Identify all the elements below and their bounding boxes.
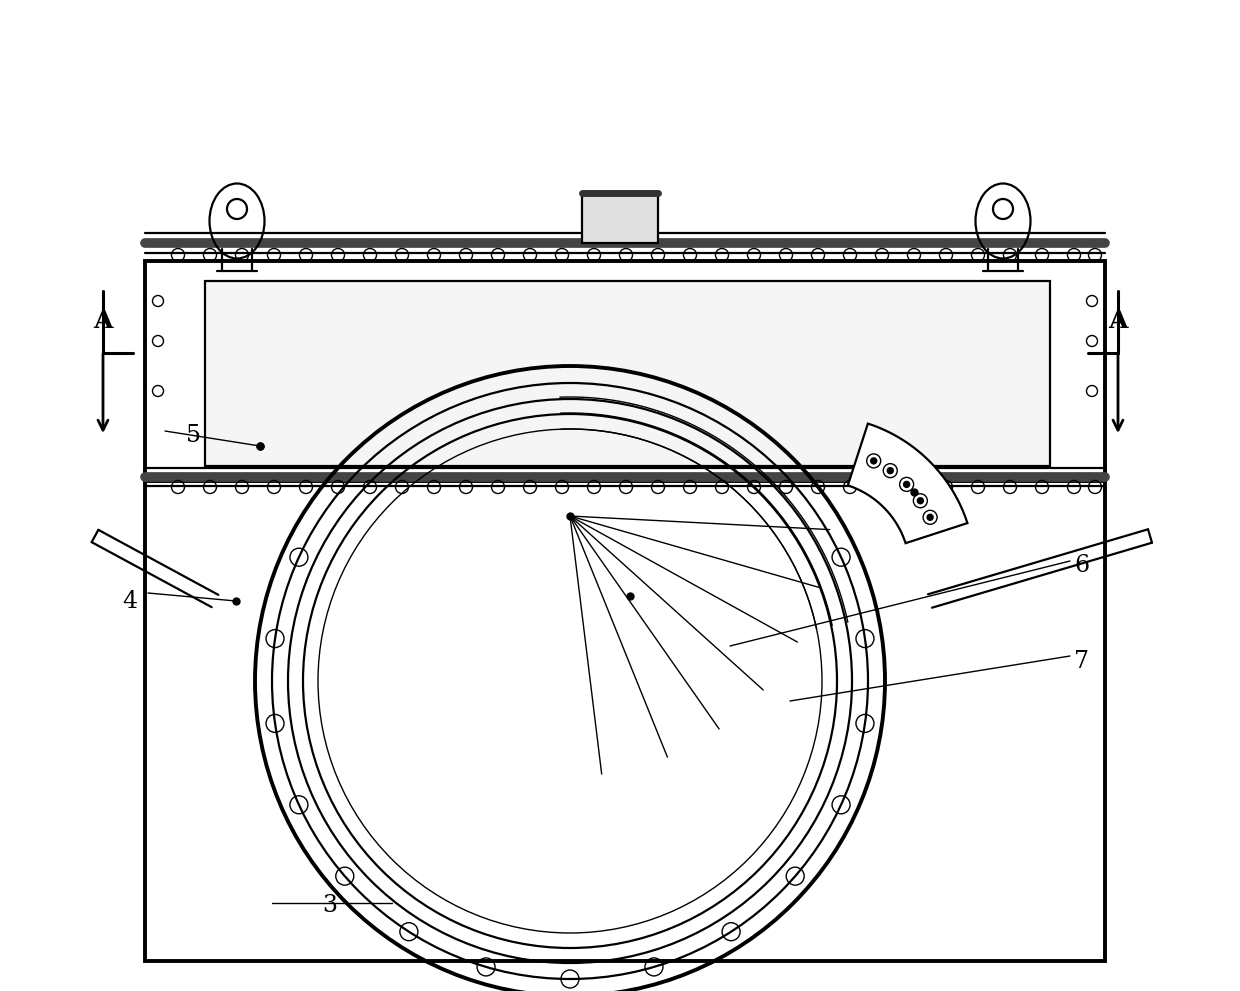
Circle shape bbox=[888, 468, 893, 474]
Bar bbox=[582, 193, 658, 243]
Bar bbox=[205, 281, 1050, 466]
Text: A: A bbox=[1109, 309, 1127, 333]
Circle shape bbox=[870, 458, 877, 464]
Circle shape bbox=[928, 514, 934, 520]
Polygon shape bbox=[848, 423, 967, 543]
Text: 7: 7 bbox=[1075, 649, 1090, 673]
Bar bbox=[145, 471, 1105, 961]
Circle shape bbox=[918, 497, 924, 503]
Bar bbox=[145, 261, 1105, 481]
Circle shape bbox=[904, 482, 910, 488]
Text: 5: 5 bbox=[186, 423, 201, 447]
Text: 6: 6 bbox=[1074, 555, 1090, 578]
Text: 4: 4 bbox=[123, 590, 138, 612]
Text: 3: 3 bbox=[322, 895, 337, 918]
Text: A: A bbox=[93, 309, 113, 333]
